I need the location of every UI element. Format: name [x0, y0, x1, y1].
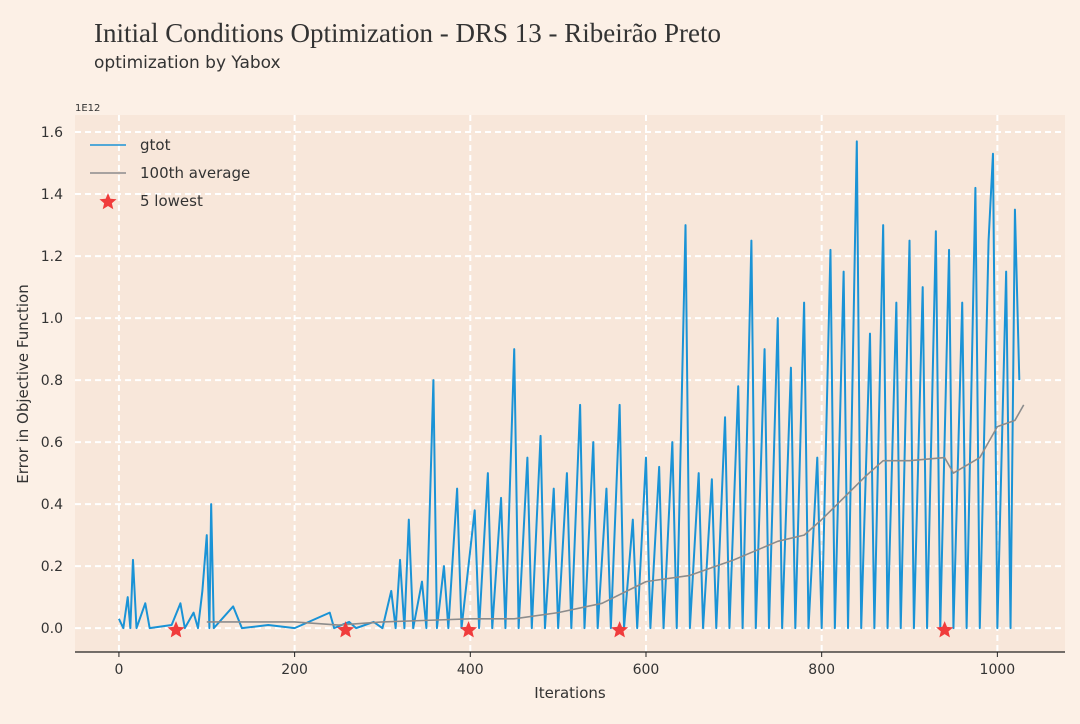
- x-tick-label: 400: [457, 662, 484, 678]
- y-tick-label: 1.2: [41, 249, 63, 265]
- x-tick-label: 800: [808, 662, 835, 678]
- star-marker: [167, 621, 185, 638]
- x-tick-label: 1000: [980, 662, 1016, 678]
- legend-symbol: [99, 193, 117, 210]
- x-axis-label: Iterations: [534, 684, 606, 702]
- y-axis-label: Error in Objective Function: [14, 284, 32, 483]
- x-tick-label: 0: [114, 662, 123, 678]
- star-marker: [611, 621, 629, 638]
- legend-label: 100th average: [140, 164, 250, 182]
- x-tick-label: 600: [633, 662, 660, 678]
- y-tick-label: 1.0: [41, 311, 63, 327]
- y-tick-label: 0.6: [41, 435, 63, 451]
- legend-label: 5 lowest: [140, 192, 203, 210]
- y-tick-label: 1.6: [41, 125, 63, 141]
- y-tick-label: 0.4: [41, 497, 63, 513]
- x-tick-label: 200: [281, 662, 308, 678]
- y-tick-label: 0.2: [41, 559, 63, 575]
- star-marker: [936, 621, 954, 638]
- series-line: [118, 140, 1021, 630]
- chart-subtitle: optimization by Yabox: [94, 53, 281, 73]
- y-tick-label: 0.0: [41, 621, 63, 637]
- axis-offset: 1E12: [75, 103, 100, 114]
- star-marker: [336, 621, 355, 638]
- y-tick-label: 0.8: [41, 373, 63, 389]
- legend-label: gtot: [140, 136, 171, 154]
- chart-title: Initial Conditions Optimization - DRS 13…: [94, 18, 721, 48]
- y-tick-label: 1.4: [41, 187, 63, 203]
- star-marker: [459, 621, 478, 638]
- series-line: [206, 404, 1025, 626]
